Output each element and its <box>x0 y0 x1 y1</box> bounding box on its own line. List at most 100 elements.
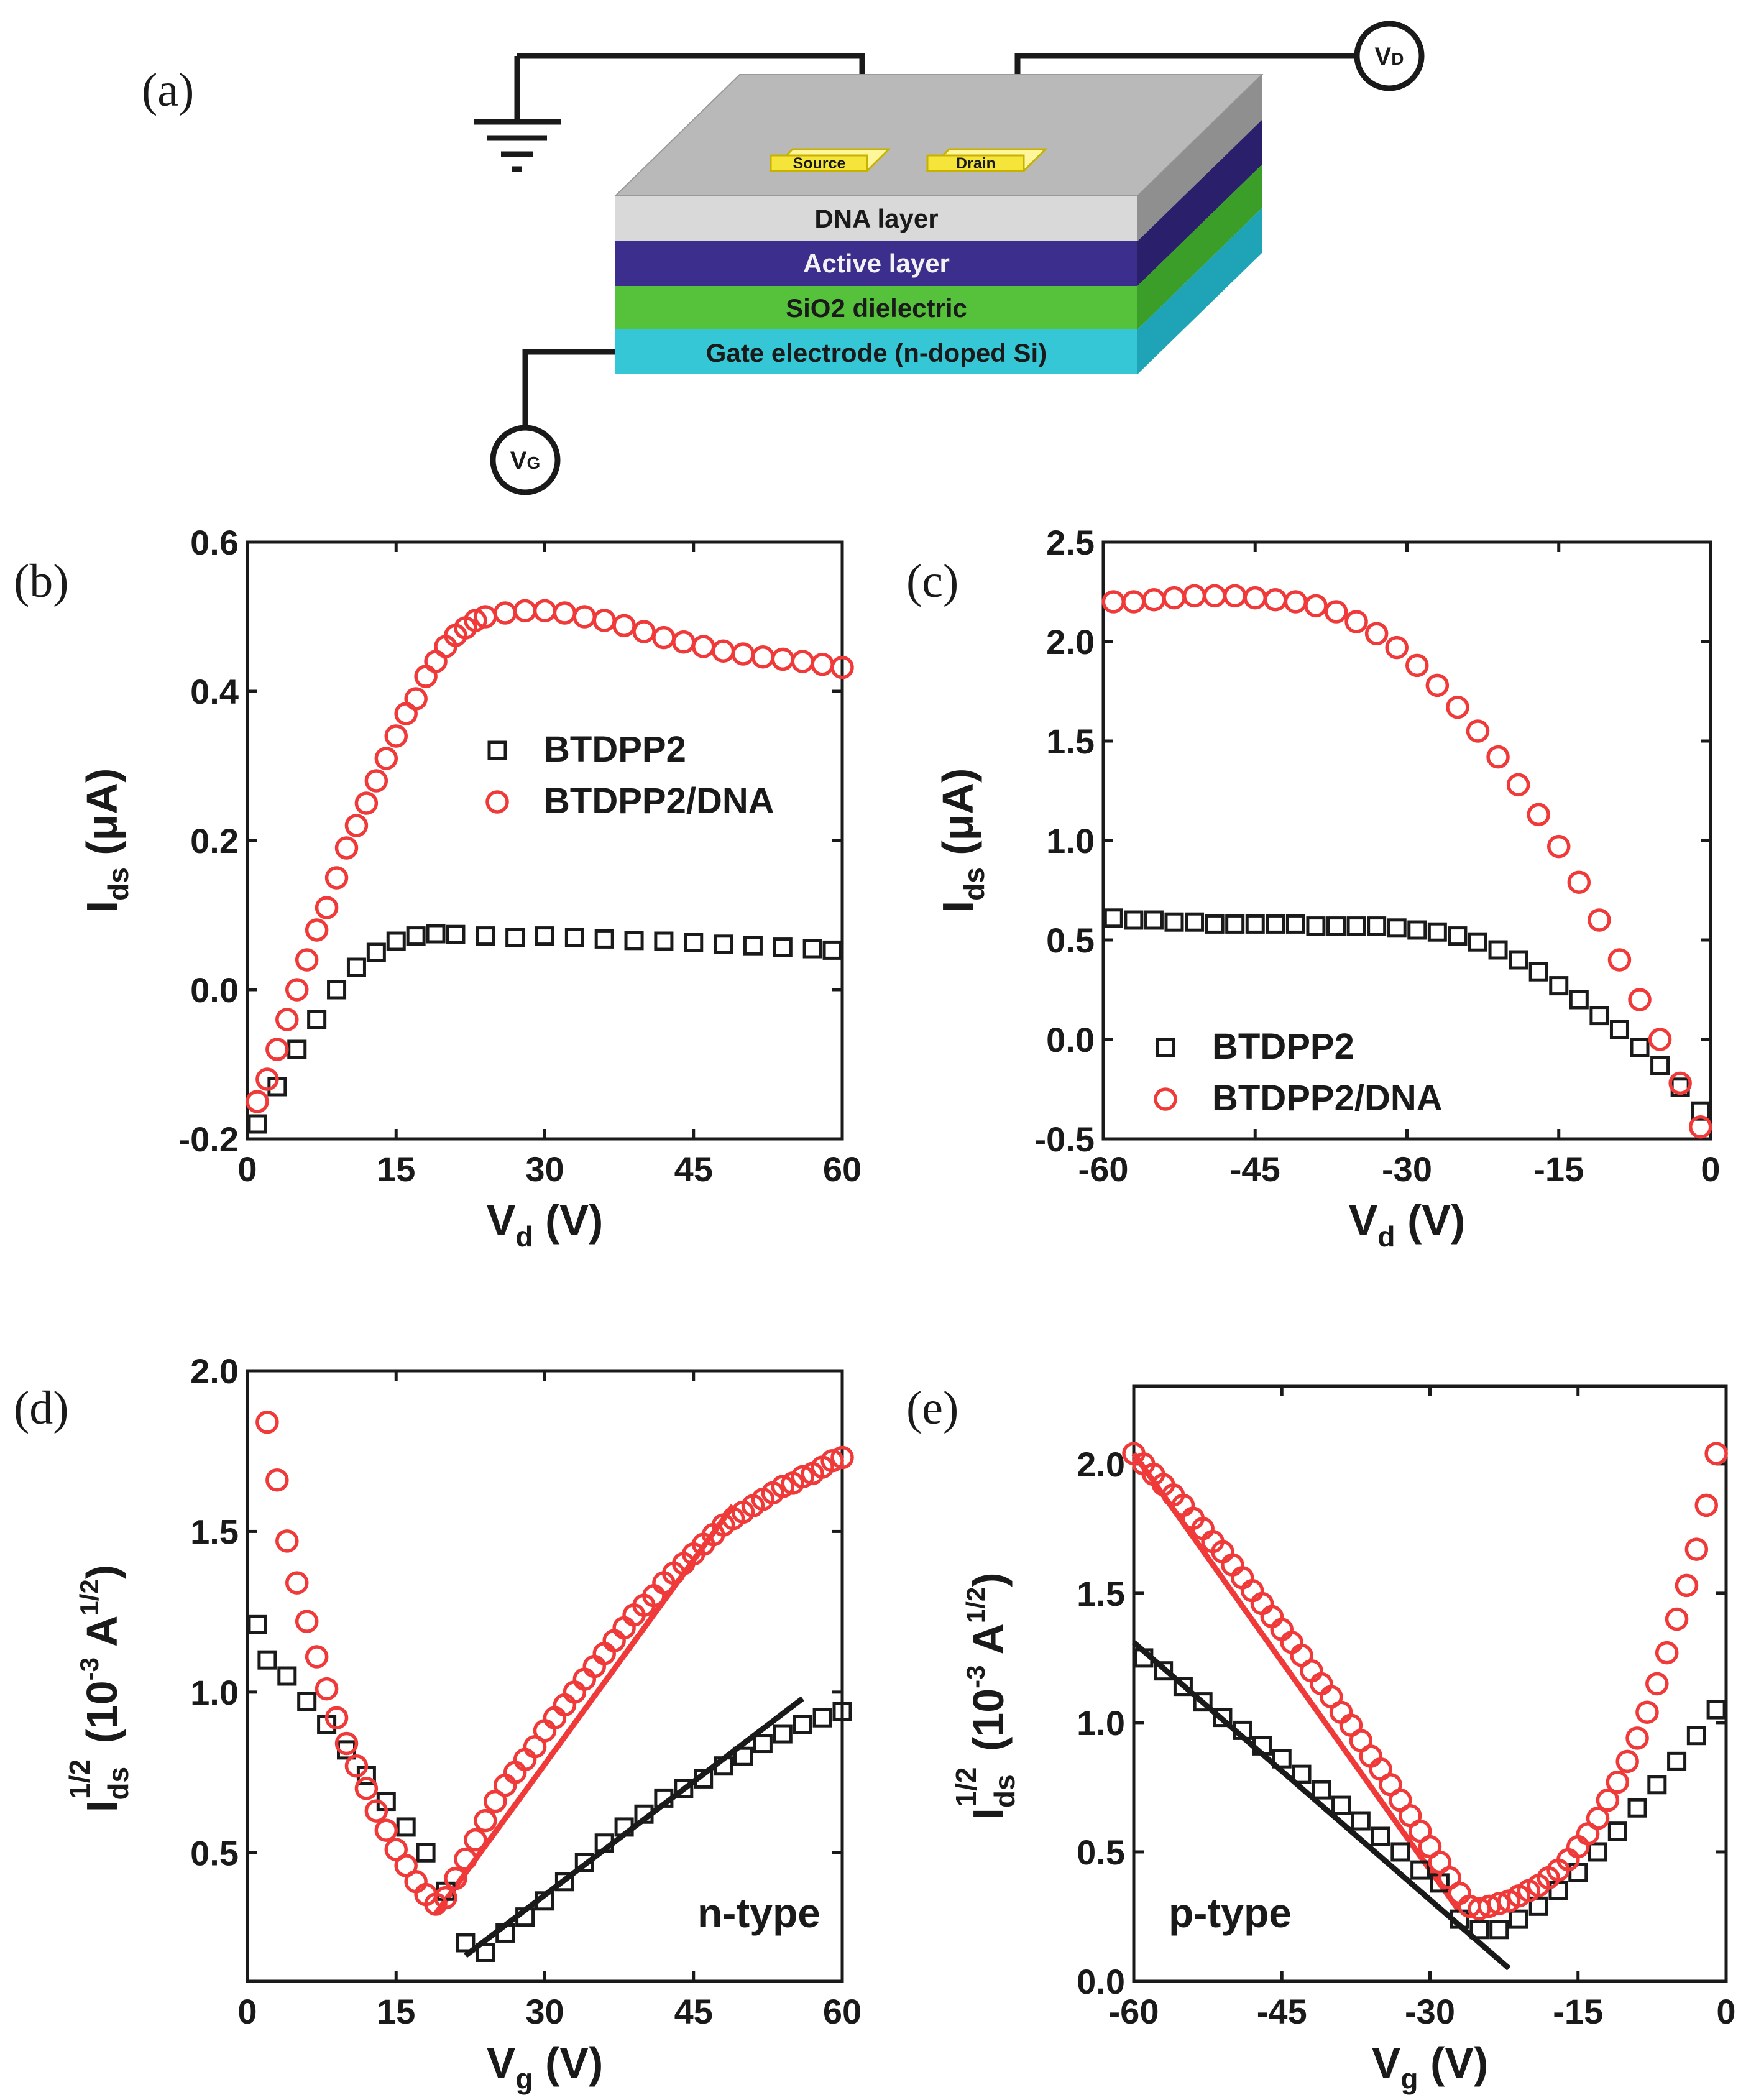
data-point <box>773 937 793 957</box>
data-point <box>285 978 309 1002</box>
data-point <box>305 918 329 942</box>
data-point <box>295 948 319 972</box>
data-point <box>1489 1920 1509 1940</box>
legend-label: BTDPP2/DNA <box>544 781 774 821</box>
data-point <box>1225 914 1245 934</box>
data-point <box>791 650 814 673</box>
data-point <box>493 601 517 625</box>
data-point <box>1627 1798 1647 1818</box>
x-tick-label: -30 <box>1382 1149 1432 1189</box>
y-tick-label: 0.5 <box>1046 921 1095 960</box>
data-point <box>1193 1692 1213 1712</box>
data-point <box>1586 1807 1610 1830</box>
data-point <box>324 1706 349 1729</box>
x-tick-label: -45 <box>1230 1149 1280 1189</box>
data-point <box>812 1708 832 1728</box>
data-point <box>434 1886 457 1910</box>
data-point <box>1101 590 1126 614</box>
data-point <box>315 896 339 919</box>
y-tick-label: 1.5 <box>1046 722 1095 761</box>
layer-label-sio2: SiO2 dielectric <box>786 293 967 323</box>
data-point <box>1466 719 1490 743</box>
series-btdpp2-dna <box>1101 584 1712 1139</box>
y-axis-label: Ids (μA) <box>934 768 990 913</box>
gate-front <box>615 329 1137 374</box>
data-point <box>1223 584 1247 608</box>
panel-d-label: (d) <box>14 1382 69 1434</box>
data-point <box>691 635 715 658</box>
data-point <box>1284 590 1308 614</box>
y-tick-label: 0.4 <box>190 672 239 711</box>
y-tick-label: 0.0 <box>190 970 239 1010</box>
data-point <box>426 924 446 944</box>
data-point <box>1144 910 1164 930</box>
data-point <box>535 926 554 946</box>
data-point <box>295 1610 319 1633</box>
data-point <box>1509 1909 1528 1929</box>
data-point <box>771 1475 795 1498</box>
data-point <box>1427 922 1447 942</box>
x-axis-label: Vd (V) <box>1349 1196 1466 1253</box>
data-point <box>1650 1056 1670 1075</box>
data-point <box>822 940 842 960</box>
data-point <box>1385 635 1409 660</box>
y-tick-label: 1.5 <box>1077 1574 1125 1613</box>
data-point <box>444 1866 467 1890</box>
data-point <box>654 931 674 951</box>
sio2-front <box>615 286 1137 329</box>
panel-a-label: (a) <box>142 64 194 116</box>
data-point <box>1185 912 1205 932</box>
data-point <box>1173 1677 1193 1697</box>
data-point <box>364 1799 388 1823</box>
x-tick-label: -15 <box>1553 1992 1603 2031</box>
data-point <box>743 936 763 956</box>
data-point <box>495 1923 515 1943</box>
data-point <box>1233 1720 1252 1740</box>
y-tick-label: 2.0 <box>1077 1445 1125 1484</box>
data-point <box>416 1843 436 1863</box>
series-btdpp2-dna <box>255 1410 854 1916</box>
data-point <box>832 1702 852 1721</box>
data-point <box>1569 990 1589 1010</box>
data-point <box>1615 1749 1639 1774</box>
dna-front <box>615 196 1137 241</box>
x-tick-label: 30 <box>525 1992 564 2031</box>
series-btdpp2-dna <box>1122 1442 1728 1921</box>
data-point <box>1506 773 1530 797</box>
data-point <box>1589 1006 1609 1026</box>
vg-label: V <box>510 447 527 474</box>
data-point <box>1607 1821 1627 1841</box>
data-point <box>275 1008 299 1031</box>
data-point <box>1312 1780 1331 1800</box>
data-point <box>364 769 388 793</box>
panel-e-chart: (e) -60 -45 -30 -15 0 0.0 0.5 1.0 1.5 2.0 Vg (V) Ids… <box>906 1382 1736 2095</box>
data-point <box>1469 1920 1489 1940</box>
x-tick-label: -30 <box>1405 1992 1455 2031</box>
y-tick-label: 1.0 <box>1077 1703 1125 1743</box>
y-tick-label: 0.0 <box>1046 1020 1095 1059</box>
data-point <box>751 645 775 669</box>
data-point <box>1213 1708 1233 1728</box>
data-point <box>771 647 795 671</box>
x-axis-label: Vg (V) <box>1372 2038 1489 2095</box>
data-point <box>1528 1896 1548 1916</box>
data-point <box>1588 908 1611 932</box>
data-point <box>334 836 359 860</box>
type-annotation: p-type <box>1169 1890 1292 1936</box>
data-point <box>1346 916 1366 936</box>
data-point <box>1547 834 1571 859</box>
data-point <box>404 687 428 711</box>
plot-frame <box>246 540 844 1141</box>
data-point <box>1405 653 1429 678</box>
data-point <box>1364 622 1389 645</box>
data-point <box>1647 1775 1667 1795</box>
data-point <box>1122 590 1146 614</box>
data-point <box>1686 1726 1706 1746</box>
layer-label-dna: DNA layer <box>814 204 938 233</box>
data-point <box>684 933 704 952</box>
vg-sub: G <box>526 453 540 472</box>
data-point <box>533 599 557 623</box>
gate-side <box>1137 208 1262 374</box>
data-point <box>1387 918 1407 938</box>
data-point <box>574 1853 594 1872</box>
